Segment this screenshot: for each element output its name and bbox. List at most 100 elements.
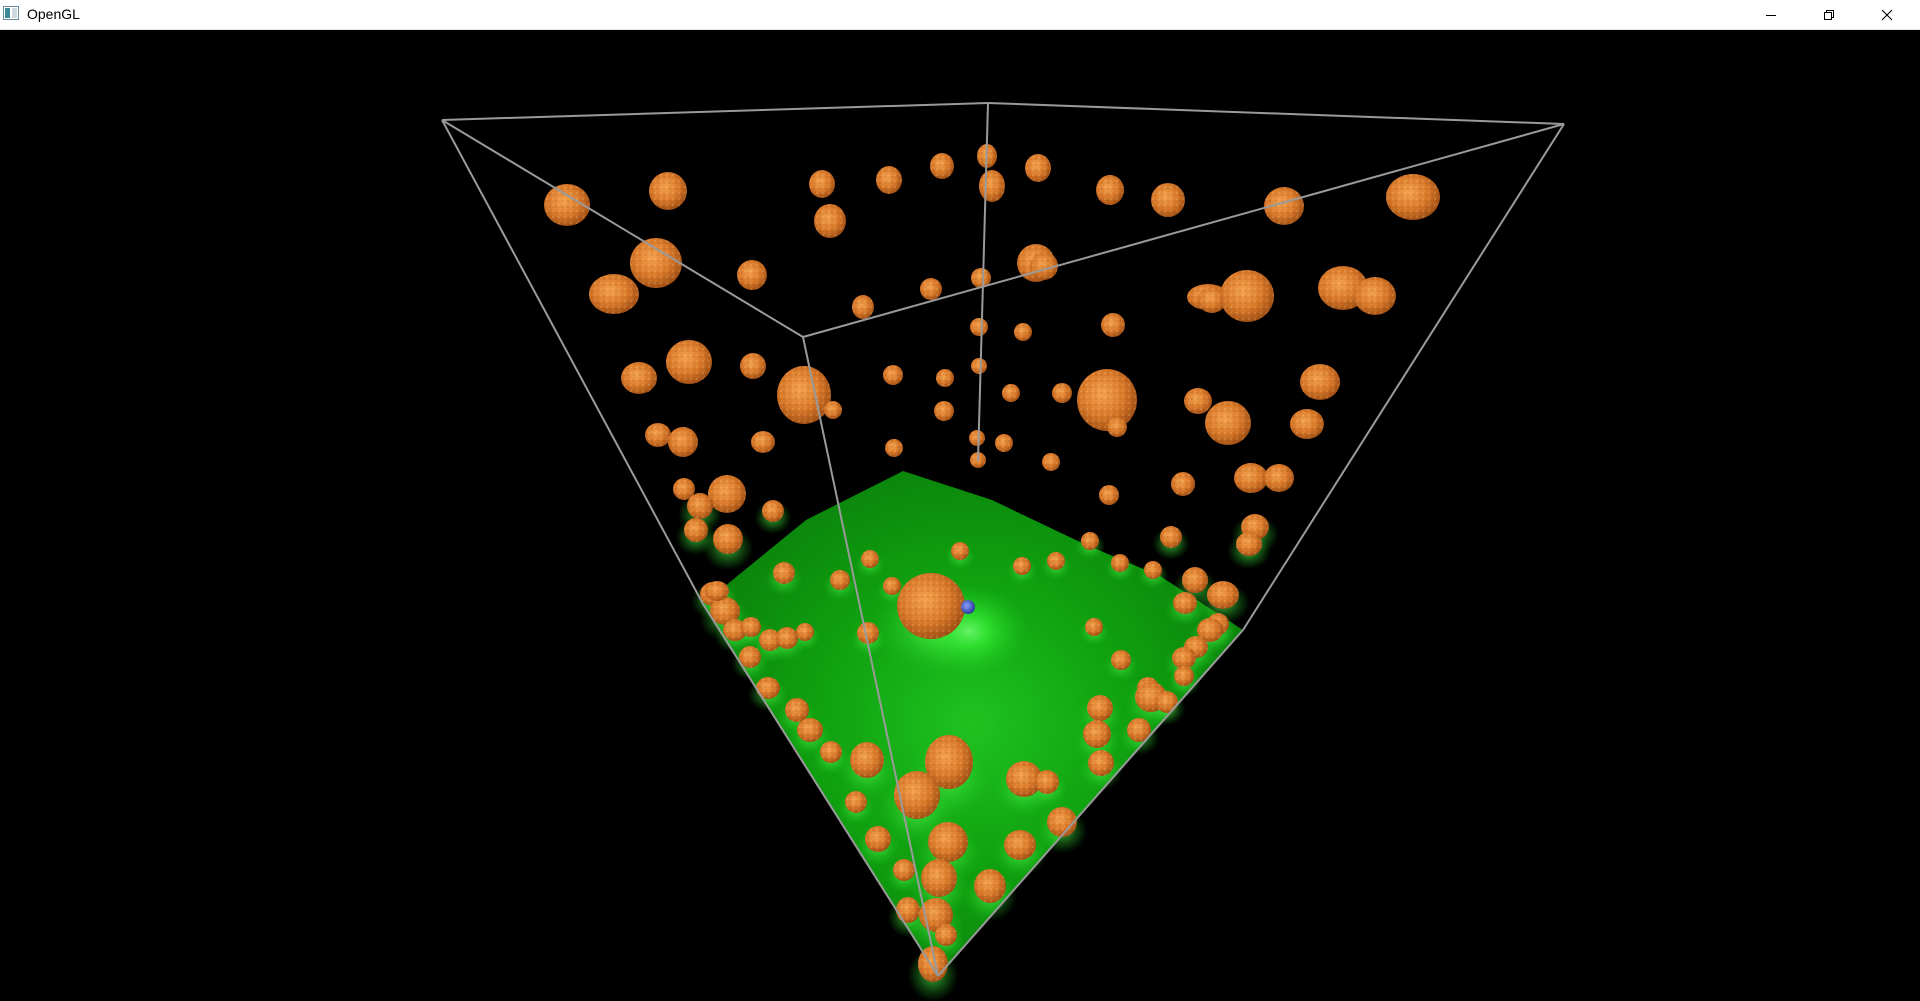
textured-sphere	[713, 524, 743, 554]
textured-sphere	[1077, 369, 1137, 431]
textured-sphere	[971, 268, 991, 288]
textured-sphere	[773, 562, 795, 584]
textured-sphere	[852, 295, 874, 319]
textured-sphere	[1234, 463, 1268, 493]
textured-sphere	[645, 423, 671, 447]
textured-sphere	[705, 581, 729, 601]
textured-sphere	[809, 170, 835, 198]
textured-sphere	[930, 153, 954, 179]
textured-sphere	[1354, 277, 1396, 315]
textured-sphere	[820, 741, 842, 763]
textured-sphere	[796, 623, 814, 641]
textured-sphere	[936, 369, 954, 387]
textured-sphere	[1172, 647, 1196, 669]
textured-sphere	[1087, 695, 1113, 721]
textured-sphere	[1006, 761, 1042, 797]
textured-sphere	[1184, 388, 1212, 414]
textured-sphere	[1171, 472, 1195, 496]
textured-sphere	[921, 859, 957, 897]
textured-sphere	[1107, 417, 1127, 437]
textured-sphere	[708, 475, 746, 513]
textured-sphere	[739, 646, 761, 668]
textured-sphere	[751, 431, 775, 453]
textured-sphere	[969, 430, 985, 446]
textured-sphere	[861, 550, 879, 568]
textured-sphere	[1013, 557, 1031, 575]
textured-sphere	[666, 340, 712, 384]
textured-sphere	[740, 353, 766, 379]
textured-sphere	[865, 826, 891, 852]
textured-sphere	[1083, 720, 1111, 748]
textured-sphere	[971, 358, 987, 374]
textured-sphere	[970, 318, 988, 336]
textured-sphere	[1099, 485, 1119, 505]
window-titlebar[interactable]: OpenGL	[0, 0, 1920, 30]
textured-sphere	[1264, 187, 1304, 225]
textured-sphere	[544, 184, 590, 226]
close-button[interactable]	[1858, 0, 1916, 29]
opengl-app-icon	[3, 6, 19, 20]
textured-sphere	[756, 677, 780, 699]
textured-sphere	[1096, 175, 1124, 205]
minimize-icon	[1766, 14, 1776, 16]
textured-sphere	[1004, 830, 1036, 860]
textured-sphere	[1207, 581, 1239, 609]
textured-sphere	[1030, 252, 1058, 280]
textured-sphere	[925, 735, 973, 789]
textured-sphere	[1156, 691, 1178, 713]
textured-sphere	[824, 401, 842, 419]
textured-sphere	[850, 742, 884, 778]
textured-sphere	[1025, 154, 1051, 182]
textured-sphere	[1002, 384, 1020, 402]
textured-sphere	[737, 260, 767, 290]
textured-sphere	[776, 627, 798, 649]
textured-sphere	[995, 434, 1013, 452]
scene-canvas[interactable]	[0, 30, 1920, 1001]
textured-sphere	[797, 718, 823, 742]
opengl-viewport[interactable]	[0, 30, 1920, 1001]
textured-sphere	[1085, 618, 1103, 636]
textured-sphere	[1127, 718, 1151, 742]
textured-sphere	[951, 542, 969, 560]
camera-marker-sphere	[961, 600, 975, 614]
textured-sphere	[1111, 650, 1131, 670]
textured-sphere	[684, 518, 708, 542]
textured-sphere	[723, 619, 747, 641]
close-icon	[1881, 9, 1893, 20]
textured-sphere	[883, 365, 903, 385]
textured-sphere	[687, 493, 713, 519]
wireframe-box	[441, 102, 1565, 977]
textured-sphere	[630, 238, 682, 288]
textured-sphere	[857, 622, 879, 644]
textured-sphere	[885, 439, 903, 457]
textured-sphere	[1236, 532, 1262, 556]
textured-sphere	[710, 597, 740, 625]
textured-sphere	[1264, 464, 1294, 492]
minimize-button[interactable]	[1742, 0, 1800, 29]
textured-sphere	[1197, 618, 1223, 642]
maximize-button[interactable]	[1800, 0, 1858, 29]
textured-sphere	[777, 366, 831, 424]
textured-sphere	[1047, 807, 1077, 837]
textured-sphere	[785, 698, 809, 722]
textured-sphere	[1014, 323, 1032, 341]
textured-sphere	[649, 172, 687, 210]
textured-sphere	[883, 577, 901, 595]
textured-sphere	[893, 859, 915, 881]
textured-sphere	[1042, 453, 1060, 471]
textured-sphere	[1205, 401, 1251, 445]
textured-sphere	[1174, 666, 1194, 686]
textured-sphere	[1081, 532, 1099, 550]
textured-sphere	[830, 570, 850, 590]
textured-sphere	[814, 204, 846, 238]
textured-sphere	[1198, 287, 1226, 313]
textured-sphere	[896, 897, 920, 923]
textured-sphere	[1182, 567, 1208, 593]
textured-sphere	[1111, 554, 1129, 572]
textured-sphere	[1151, 183, 1185, 217]
textured-sphere	[935, 924, 957, 946]
textured-sphere	[1047, 552, 1065, 570]
textured-sphere	[876, 166, 902, 194]
textured-sphere	[741, 617, 761, 637]
textured-sphere	[1300, 364, 1340, 400]
